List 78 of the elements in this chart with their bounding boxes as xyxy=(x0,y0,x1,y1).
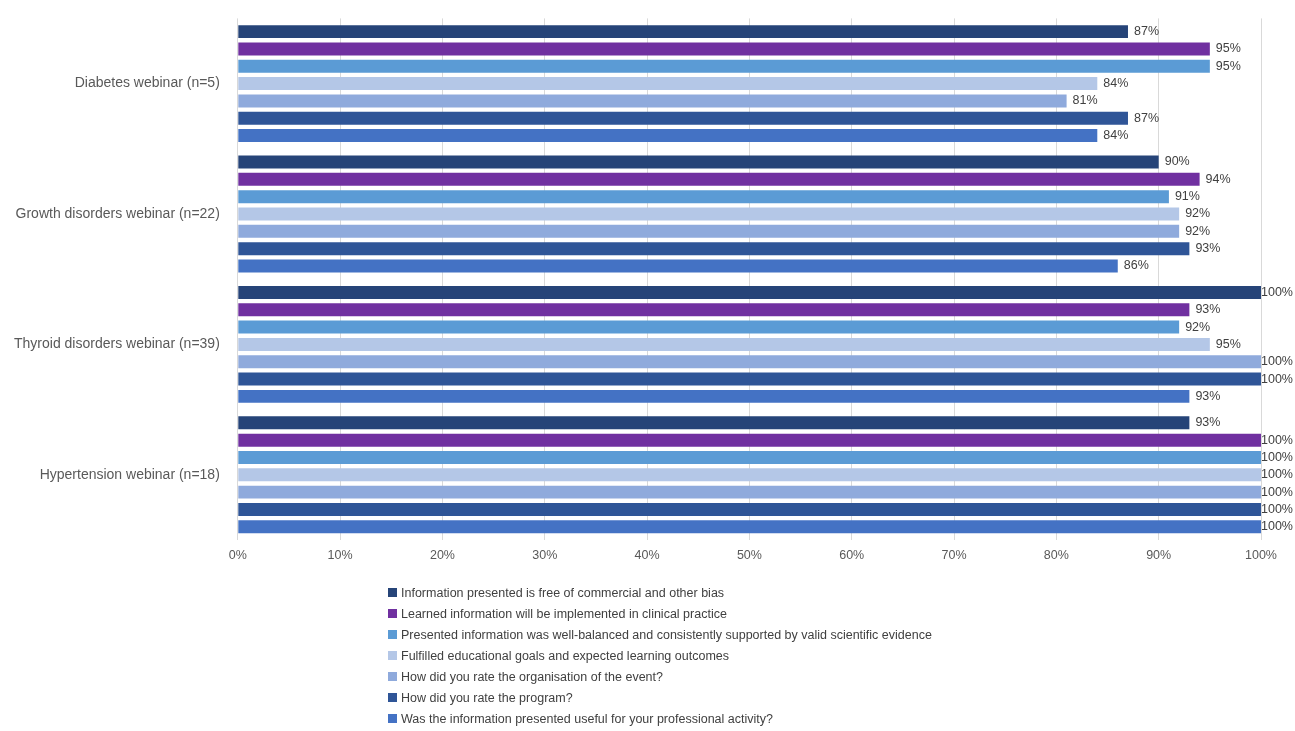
legend-label: How did you rate the program? xyxy=(401,690,573,705)
data-label: 100% xyxy=(1261,354,1293,369)
data-label: 84% xyxy=(1103,128,1129,143)
data-label: 100% xyxy=(1261,484,1293,499)
data-label: 84% xyxy=(1103,76,1129,91)
data-label: 91% xyxy=(1174,189,1200,204)
bar xyxy=(238,337,1210,351)
bar xyxy=(238,355,1261,369)
bar xyxy=(238,416,1190,430)
data-label: 92% xyxy=(1185,223,1211,238)
data-label: 93% xyxy=(1195,388,1221,403)
bar xyxy=(238,155,1159,169)
x-tick-label: 70% xyxy=(941,547,967,562)
bar xyxy=(238,111,1128,125)
bar xyxy=(238,285,1261,299)
x-tick-label: 100% xyxy=(1245,547,1277,562)
x-tick-label: 40% xyxy=(634,547,660,562)
y-tick-label: Thyroid disorders webinar (n=39) xyxy=(13,335,220,352)
data-label: 93% xyxy=(1195,302,1221,317)
y-tick-label: Diabetes webinar (n=5) xyxy=(74,74,220,91)
x-tick-label: 80% xyxy=(1043,547,1069,562)
bar xyxy=(238,59,1210,73)
x-tick-label: 60% xyxy=(839,547,865,562)
bar xyxy=(238,42,1210,56)
bar xyxy=(238,450,1261,464)
bar xyxy=(238,372,1261,386)
bar xyxy=(238,485,1261,499)
bar xyxy=(238,207,1180,221)
bar xyxy=(238,224,1180,238)
data-label: 95% xyxy=(1215,58,1241,73)
bar xyxy=(238,172,1200,186)
y-tick-label: Growth disorders webinar (n=22) xyxy=(15,204,220,221)
data-label: 95% xyxy=(1215,336,1241,351)
data-label: 100% xyxy=(1261,519,1293,534)
bar xyxy=(238,242,1190,256)
data-label: 100% xyxy=(1261,449,1293,464)
bar xyxy=(238,389,1190,403)
bar xyxy=(238,502,1261,516)
bar xyxy=(238,320,1180,334)
data-label: 92% xyxy=(1185,206,1211,221)
bar xyxy=(238,259,1118,273)
data-label: 86% xyxy=(1123,258,1149,273)
legend-label: Learned information will be implemented in clinical practice xyxy=(401,606,727,621)
bar xyxy=(238,77,1098,91)
x-tick-label: 0% xyxy=(228,547,247,562)
bar xyxy=(238,25,1128,39)
data-label: 93% xyxy=(1195,415,1221,430)
data-label: 95% xyxy=(1215,41,1241,56)
bar xyxy=(238,468,1261,482)
y-tick-label: Hypertension webinar (n=18) xyxy=(39,465,220,482)
bar xyxy=(238,303,1190,317)
data-label: 87% xyxy=(1133,110,1160,125)
bar xyxy=(238,129,1098,143)
data-label: 100% xyxy=(1261,371,1293,386)
data-label: 93% xyxy=(1195,241,1221,256)
bar xyxy=(238,190,1169,204)
legend-label: How did you rate the organisation of the event? xyxy=(401,669,663,684)
legend-label: Fulfilled educational goals and expected learning outcomes xyxy=(401,648,729,663)
data-label: 92% xyxy=(1185,319,1211,334)
data-label: 100% xyxy=(1261,432,1293,447)
x-tick-label: 30% xyxy=(532,547,558,562)
legend-label: Was the information presented useful for your professional activity? xyxy=(401,711,773,726)
data-label: 100% xyxy=(1261,501,1293,516)
data-label: 90% xyxy=(1164,154,1190,169)
x-tick-label: 20% xyxy=(429,547,455,562)
bar xyxy=(238,94,1067,108)
bar xyxy=(238,433,1261,447)
data-label: 100% xyxy=(1261,467,1293,482)
x-tick-label: 90% xyxy=(1146,547,1172,562)
legend-label: Presented information was well-balanced and consistently supported by valid scientific evidence xyxy=(401,627,932,642)
legend-label: Information presented is free of commercial and other bias xyxy=(401,585,725,600)
data-label: 100% xyxy=(1261,284,1293,299)
x-tick-label: 10% xyxy=(327,547,353,562)
data-label: 94% xyxy=(1205,171,1231,186)
x-tick-label: 50% xyxy=(736,547,762,562)
data-label: 87% xyxy=(1133,24,1160,39)
bar xyxy=(238,520,1261,534)
data-label: 81% xyxy=(1072,93,1098,108)
